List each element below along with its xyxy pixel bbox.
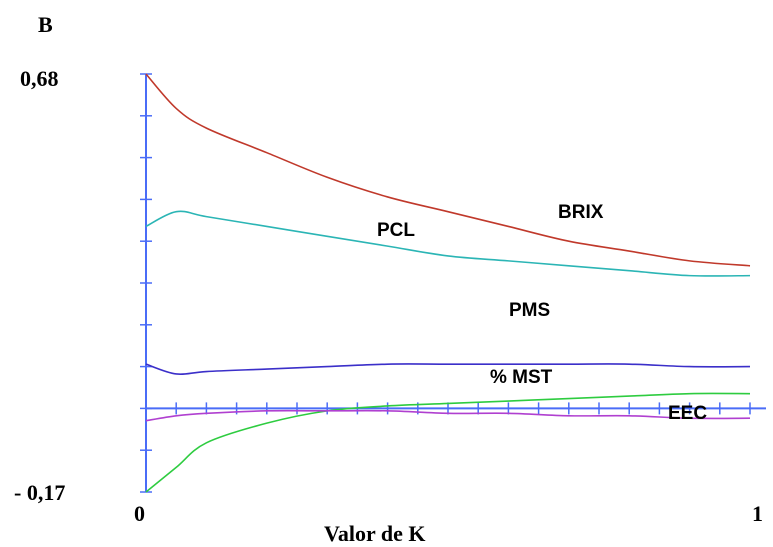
series-line-pcl: [145, 210, 751, 277]
series-label-mst: % MST: [490, 367, 553, 388]
series-label-brix: BRIX: [558, 202, 604, 223]
y-tick-label-min: - 0,17: [14, 480, 65, 505]
axes: [140, 73, 766, 493]
series-line-brix: [145, 73, 751, 267]
series-labels: BRIX PCL PMS % MST EEC: [377, 202, 707, 424]
series-layer: [145, 73, 751, 493]
chart-title: B: [38, 12, 53, 37]
series-label-pcl: PCL: [377, 220, 415, 241]
series-label-pms: PMS: [509, 300, 550, 321]
x-axis-title: Valor de K: [324, 521, 425, 546]
series-label-eec: EEC: [668, 403, 707, 424]
x-tick-label-max: 1: [752, 501, 763, 526]
x-tick-label-min: 0: [134, 501, 145, 526]
series-line-pms: [145, 363, 751, 376]
series-line-eec: [145, 409, 751, 422]
series-line-mst: [145, 392, 751, 493]
y-tick-label-max: 0,68: [20, 66, 59, 91]
